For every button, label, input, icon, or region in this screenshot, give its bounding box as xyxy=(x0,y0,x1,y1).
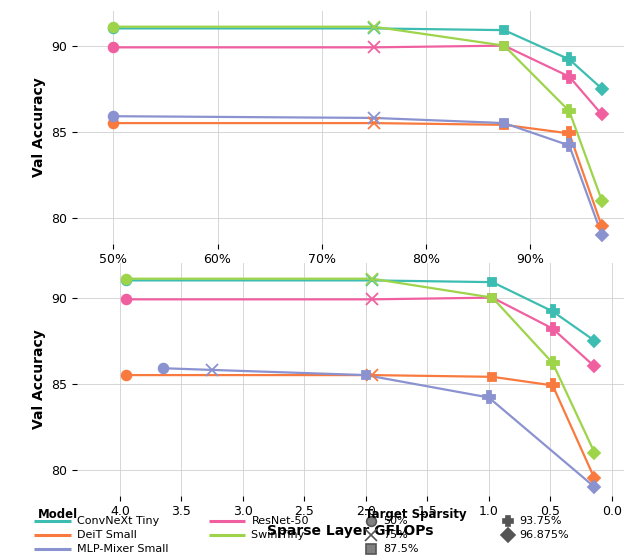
Text: Model: Model xyxy=(38,508,77,521)
Text: DeiT Small: DeiT Small xyxy=(77,530,137,540)
Text: 87.5%: 87.5% xyxy=(383,544,419,554)
Text: 96.875%: 96.875% xyxy=(519,530,569,540)
Text: 93.75%: 93.75% xyxy=(519,516,562,526)
Text: Target Sparsity: Target Sparsity xyxy=(365,508,466,521)
Y-axis label: Val Accuracy: Val Accuracy xyxy=(31,77,45,178)
Text: Swin Tiny: Swin Tiny xyxy=(252,530,305,540)
Text: 75%: 75% xyxy=(383,530,408,540)
Text: 50%: 50% xyxy=(383,516,408,526)
Text: ResNet-50: ResNet-50 xyxy=(252,516,309,526)
Text: ConvNeXt Tiny: ConvNeXt Tiny xyxy=(77,516,159,526)
Text: MLP-Mixer Small: MLP-Mixer Small xyxy=(77,544,169,554)
X-axis label: Sparse Layer GFLOPs: Sparse Layer GFLOPs xyxy=(267,524,434,538)
Y-axis label: Val Accuracy: Val Accuracy xyxy=(31,329,45,430)
X-axis label: Target Sparsity: Target Sparsity xyxy=(291,272,410,286)
